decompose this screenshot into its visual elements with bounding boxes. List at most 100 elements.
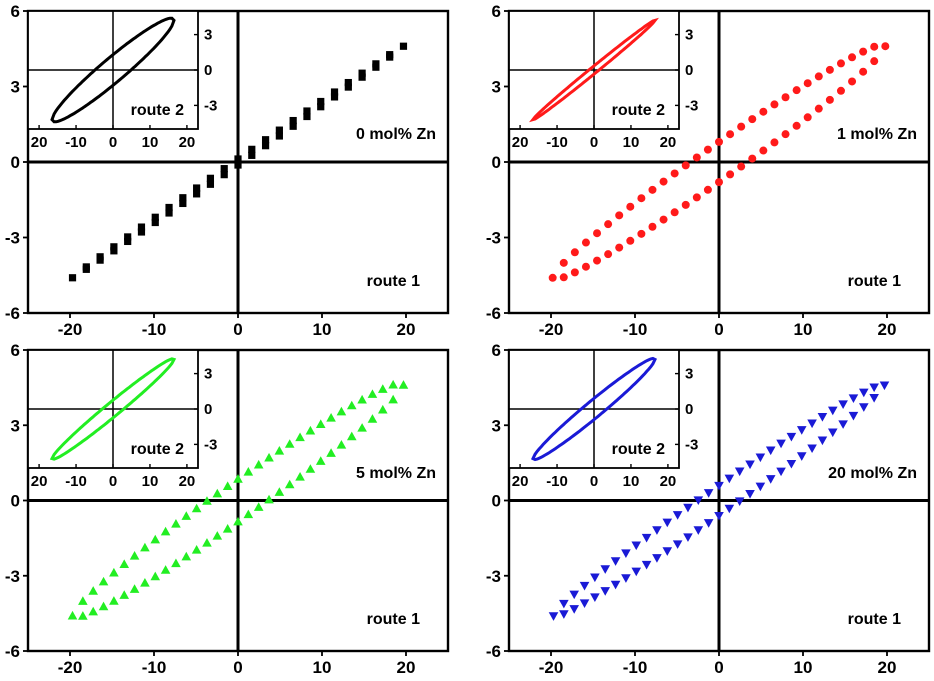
- data-point: [755, 453, 766, 463]
- data-point: [570, 268, 579, 277]
- inset-x-tick-label: -10: [546, 473, 568, 490]
- data-point: [734, 497, 745, 507]
- y-tick-label: 0: [11, 153, 20, 172]
- data-point: [559, 610, 569, 619]
- data-point: [317, 97, 325, 106]
- inset-y-tick-label: -3: [204, 97, 217, 114]
- data-point: [776, 439, 786, 449]
- x-tick-label: -20: [539, 658, 564, 677]
- data-point: [193, 184, 201, 192]
- data-point: [683, 533, 693, 542]
- data-point: [109, 567, 119, 577]
- data-point: [859, 47, 868, 56]
- data-point: [776, 467, 786, 477]
- data-point: [222, 481, 233, 491]
- data-point: [559, 599, 569, 609]
- inset-y-tick-label: 0: [204, 62, 212, 79]
- data-point: [289, 116, 297, 125]
- data-point: [869, 383, 879, 393]
- data-point: [765, 475, 776, 484]
- data-point: [78, 596, 88, 605]
- data-point: [796, 452, 807, 461]
- data-point: [119, 559, 130, 568]
- y-tick-label: 6: [492, 2, 501, 21]
- data-point: [179, 194, 187, 202]
- data-point: [641, 560, 652, 570]
- data-point: [781, 130, 790, 139]
- data-point: [171, 558, 181, 568]
- data-point: [765, 446, 776, 456]
- composition-label: 5 mol% Zn: [356, 465, 436, 482]
- data-point: [261, 142, 270, 150]
- data-point: [110, 247, 118, 255]
- data-point: [792, 86, 801, 95]
- data-point: [848, 53, 857, 62]
- inset-x-tick-label: -10: [546, 134, 568, 151]
- data-point: [781, 93, 790, 102]
- data-point: [724, 504, 735, 514]
- x-tick-label: 10: [794, 320, 813, 339]
- data-point: [151, 218, 159, 227]
- inset-plot: 20 -10 0 10 20 -3 0 3 route 2: [27, 10, 217, 151]
- data-point: [670, 169, 679, 178]
- data-point: [838, 420, 848, 429]
- data-point: [662, 547, 673, 556]
- data-point: [703, 519, 714, 528]
- data-point: [579, 599, 590, 609]
- inset-y-tick-label: 3: [685, 366, 693, 383]
- y-tick-label: -3: [486, 567, 501, 586]
- data-point: [274, 487, 285, 496]
- data-point: [881, 42, 890, 51]
- composition-label: 1 mol% Zn: [837, 126, 917, 143]
- data-point: [284, 439, 295, 448]
- data-point: [181, 551, 192, 561]
- data-point: [78, 611, 88, 620]
- data-point: [548, 273, 557, 282]
- data-point: [326, 412, 336, 422]
- panel-3: -20 -10 0 10 20 -6 -3 0 3 6 5 mol% Zn route 1 20 -10 0…: [5, 341, 450, 677]
- x-tick-label: -10: [142, 658, 167, 677]
- data-point: [879, 381, 890, 391]
- data-point: [737, 122, 746, 131]
- panel-1: -20 -10 0 10 20 -6 -3 0 3 6 0 mol% Zn route 1 20 -10 0…: [5, 2, 450, 339]
- data-point: [295, 432, 305, 442]
- x-tick-label: 0: [714, 658, 723, 677]
- data-point: [848, 77, 857, 86]
- data-point: [330, 88, 339, 96]
- data-point: [825, 95, 834, 104]
- data-point: [626, 202, 635, 211]
- data-point: [399, 42, 408, 50]
- inset-y-tick-label: -3: [685, 436, 698, 453]
- inset-route-label: route 2: [612, 102, 665, 119]
- data-point: [264, 452, 274, 462]
- y-tick-label: -6: [486, 304, 501, 323]
- data-point: [626, 236, 635, 245]
- inset-loop-curve: [49, 357, 177, 461]
- data-point: [692, 153, 701, 162]
- data-point: [637, 229, 646, 238]
- data-point: [648, 222, 657, 231]
- data-point: [233, 474, 243, 483]
- data-point: [193, 190, 201, 198]
- data-point: [652, 554, 662, 563]
- data-point: [570, 248, 579, 257]
- data-point: [737, 162, 746, 171]
- data-point: [82, 263, 90, 271]
- data-point: [548, 612, 559, 621]
- data-point: [600, 587, 611, 596]
- x-tick-label: 0: [233, 320, 242, 339]
- data-point: [243, 509, 254, 519]
- data-point: [220, 171, 228, 179]
- route-main-label: route 1: [367, 611, 420, 628]
- y-tick-label: 0: [492, 153, 501, 172]
- inset-x-tick-label: 10: [623, 473, 640, 490]
- data-point: [662, 518, 673, 528]
- data-point: [234, 161, 242, 169]
- data-point: [344, 78, 352, 87]
- data-point: [734, 467, 745, 477]
- data-point: [814, 104, 823, 113]
- data-point: [590, 593, 600, 602]
- data-point: [129, 550, 140, 560]
- data-point: [336, 440, 347, 449]
- data-point: [714, 511, 724, 521]
